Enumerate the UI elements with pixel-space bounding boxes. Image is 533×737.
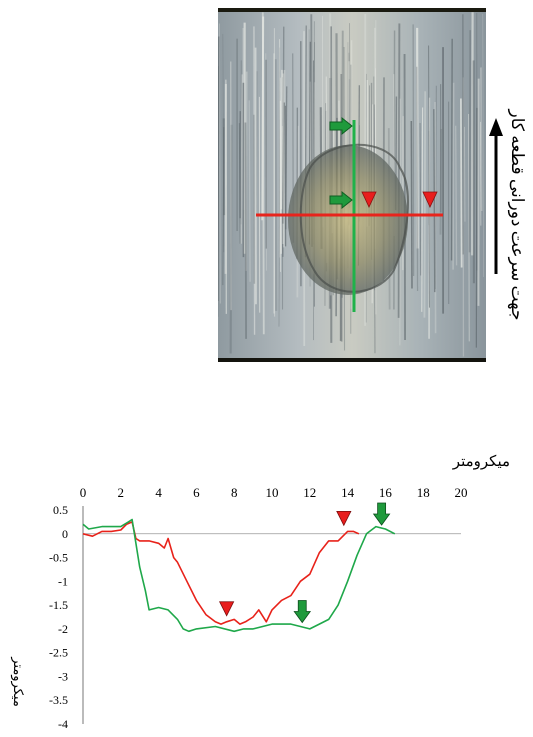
surface-streak — [261, 12, 265, 335]
surface-streak — [253, 114, 256, 284]
y-tick-label: -2.5 — [49, 646, 68, 660]
green-arrow-top-icon — [329, 116, 353, 136]
surface-streak — [423, 91, 427, 318]
pit-outline — [299, 143, 409, 293]
x-tick-label: 4 — [155, 485, 162, 500]
surface-streak — [455, 125, 458, 266]
surface-streak — [285, 86, 288, 230]
surface-streak — [218, 23, 221, 304]
y-tick-label: -1 — [58, 574, 68, 588]
surface-streak — [480, 67, 483, 211]
red-triangle-marker-icon — [336, 511, 352, 527]
surface-streak — [468, 30, 472, 253]
surface-streak — [222, 127, 225, 286]
surface-streak — [280, 69, 283, 210]
surface-streak — [244, 122, 247, 339]
surface-streak — [229, 124, 233, 354]
x-tick-label: 14 — [341, 485, 355, 500]
surface-streak — [468, 114, 470, 342]
surface-streak — [410, 121, 413, 289]
x-tick-labels: 0 2 4 6 8 10 12 14 16 18 20 — [80, 485, 468, 500]
surface-streak — [416, 27, 419, 249]
green-arrow-mid-icon — [329, 190, 353, 210]
profile-chart: میکرومتر 0 2 4 6 8 10 12 14 16 18 20 0.5 0 -0.5 -1 -1.… — [10, 454, 510, 731]
y-axis-title: میکرومتر — [10, 656, 26, 707]
x-tick-label: 0 — [80, 485, 87, 500]
green-arrow-marker-icon — [372, 502, 391, 526]
x-tick-label: 6 — [193, 485, 200, 500]
surface-streak — [282, 102, 286, 224]
surface-streak — [282, 73, 285, 248]
surface-streak — [253, 26, 256, 335]
red-triangle-left-icon — [361, 191, 377, 208]
x-tick-label: 8 — [231, 485, 238, 500]
surface-streak — [482, 13, 484, 277]
red-profile-line — [82, 521, 360, 625]
x-tick-label: 20 — [455, 485, 468, 500]
surface-streak — [434, 85, 437, 290]
red-triangle-marker-icon — [218, 601, 235, 617]
marker-layer — [218, 502, 391, 624]
y-tick-label: -4 — [58, 717, 68, 731]
surface-streak — [475, 107, 478, 348]
surface-streak — [460, 98, 463, 268]
surface-streak — [450, 38, 453, 261]
surface-streak — [248, 100, 251, 282]
x-tick-label: 10 — [266, 485, 279, 500]
x-tick-label: 12 — [303, 485, 316, 500]
micrograph-image — [218, 8, 486, 362]
surface-streak — [222, 33, 225, 253]
y-tick-labels: 0.5 0 -0.5 -1 -1.5 -2 -2.5 -3 -3.5 -4 — [49, 503, 68, 731]
green-profile-line — [82, 518, 396, 633]
series-layer — [82, 518, 396, 633]
direction-label-text: جهت سرعت دورانی قطعه کار — [508, 109, 527, 321]
y-tick-label: -1.5 — [49, 598, 68, 612]
surface-streak — [245, 71, 248, 271]
surface-streak — [240, 74, 244, 244]
surface-streak — [416, 66, 419, 292]
y-tick-label: -2 — [58, 622, 68, 636]
x-tick-label: 2 — [118, 485, 125, 500]
green-arrow-marker-icon — [293, 600, 312, 624]
surface-streak — [419, 122, 422, 276]
y-tick-label: -3 — [58, 669, 68, 683]
y-tick-label: -0.5 — [49, 551, 68, 565]
surface-streak — [428, 45, 430, 308]
y-tick-label: -3.5 — [49, 693, 68, 707]
direction-arrow — [489, 118, 503, 274]
x-tick-label: 18 — [417, 485, 430, 500]
surface-streak — [279, 39, 281, 272]
pit-region — [288, 145, 408, 295]
surface-streak — [218, 36, 220, 302]
surface-streak — [433, 109, 436, 293]
y-tick-label: 0.5 — [53, 503, 68, 517]
x-tick-label: 16 — [379, 485, 393, 500]
red-triangle-right-icon — [422, 191, 438, 208]
y-tick-label: 0 — [62, 527, 68, 541]
surface-streak — [421, 107, 424, 312]
x-axis-title: میکرومتر — [452, 454, 510, 470]
surface-streak — [397, 23, 401, 318]
surface-streak — [412, 24, 415, 277]
